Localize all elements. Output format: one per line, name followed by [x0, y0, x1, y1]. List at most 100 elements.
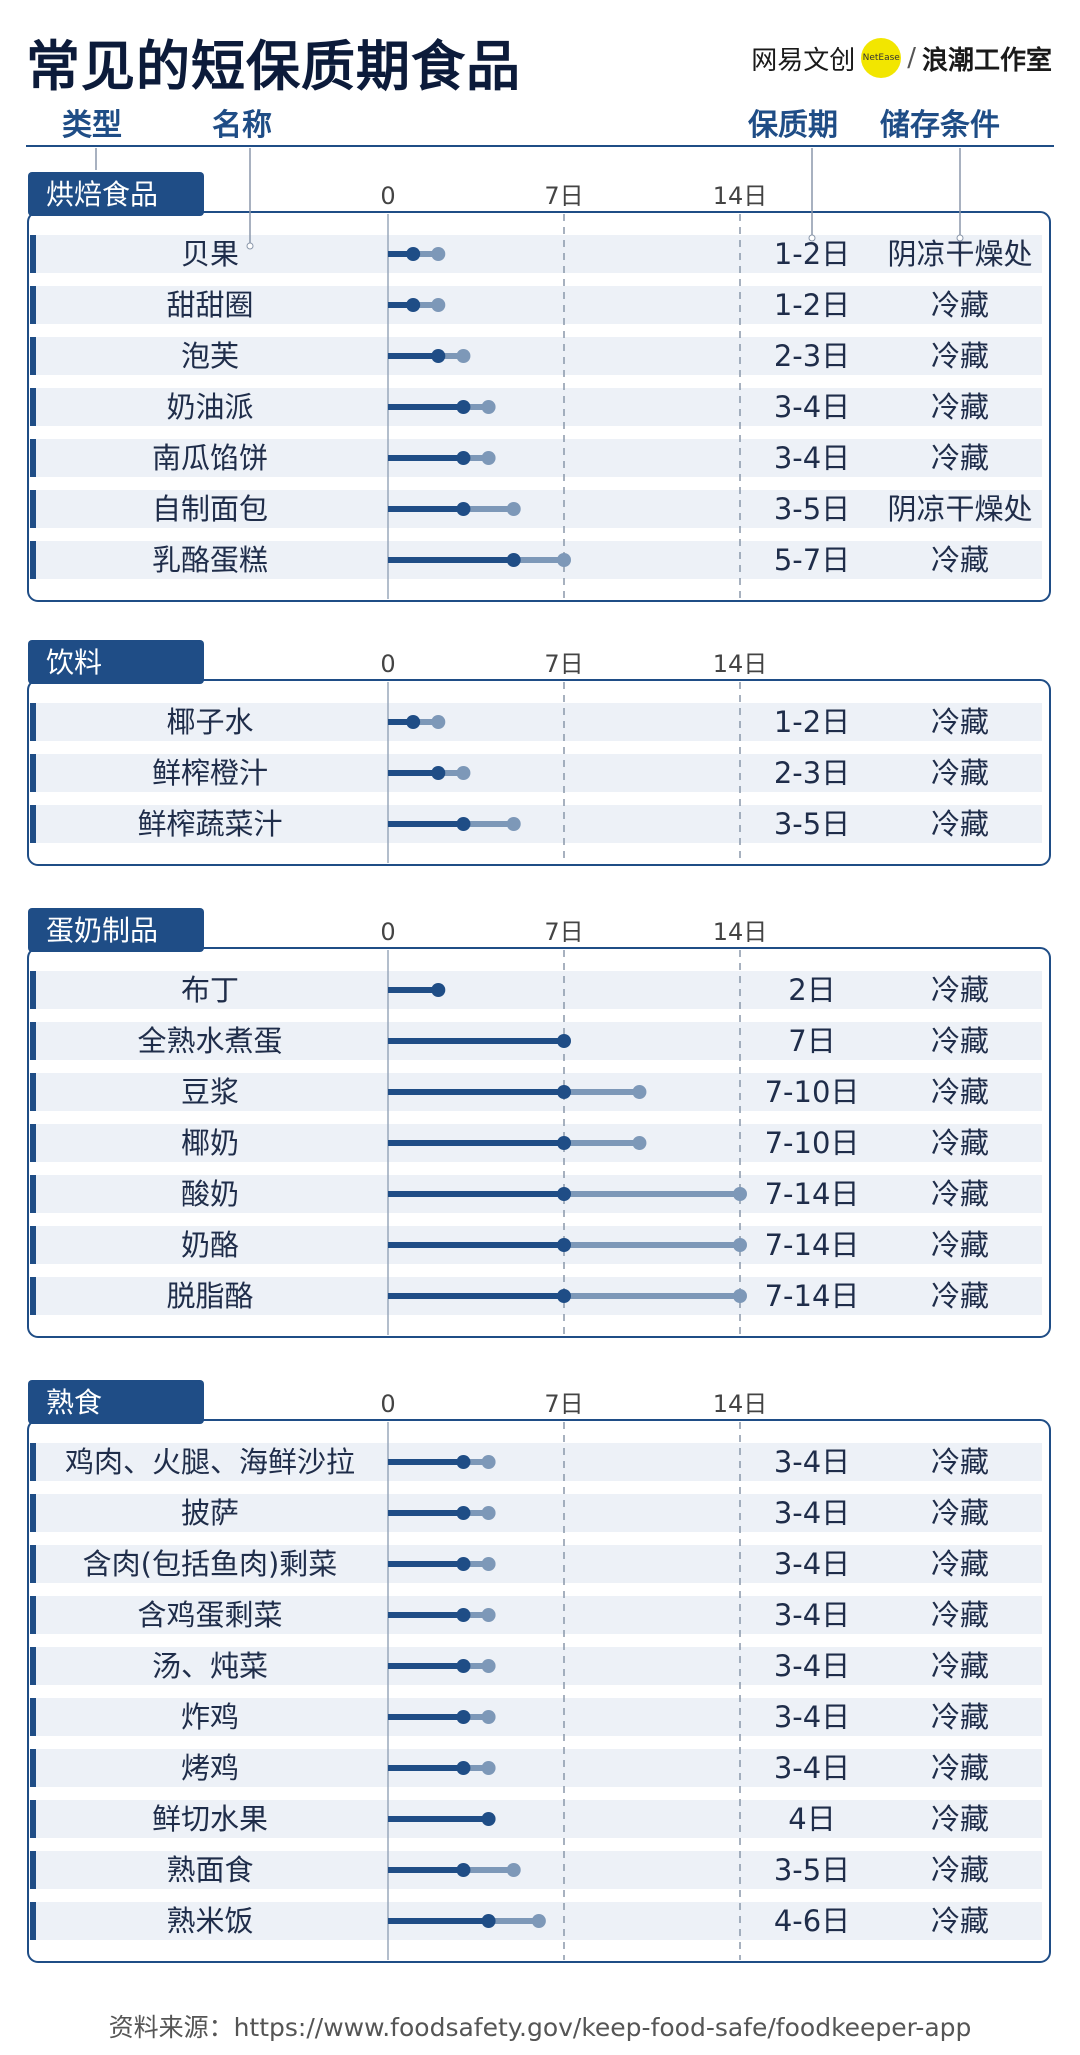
- category-tab: [28, 908, 204, 952]
- brand-logo: 网易文创 NetEase / 浪潮工作室: [751, 38, 1052, 78]
- storage-label: 冷藏: [931, 1075, 989, 1109]
- shelf-life-label: 3-4日: [774, 1649, 850, 1683]
- chart-title: 常见的短保质期食品: [26, 35, 521, 98]
- max-shelf-life-dot: [531, 1914, 546, 1928]
- header-pointer-name-dot: [246, 242, 254, 250]
- storage-label: 冷藏: [931, 1751, 989, 1785]
- storage-label: 冷藏: [931, 1853, 989, 1887]
- max-shelf-life-dot: [557, 553, 571, 567]
- row-marker: [30, 1698, 36, 1736]
- storage-label: 冷藏: [931, 756, 989, 790]
- food-name-label: 贝果: [181, 237, 239, 271]
- storage-label: 冷藏: [931, 973, 989, 1007]
- row-band: [36, 1800, 1042, 1838]
- min-shelf-life-dot: [406, 715, 421, 729]
- row-marker: [30, 1749, 36, 1787]
- storage-label: 阴凉干燥处: [887, 492, 1032, 526]
- column-header-type: 类型: [62, 108, 122, 143]
- food-name-label: 豆浆: [181, 1075, 239, 1109]
- max-shelf-life-dot: [481, 1557, 496, 1571]
- storage-label: 冷藏: [931, 1279, 989, 1313]
- storage-label: 冷藏: [931, 1024, 989, 1058]
- brand-studio-text: 浪潮工作室: [921, 45, 1052, 76]
- food-name-label: 全熟水煮蛋: [137, 1024, 282, 1058]
- storage-label: 冷藏: [931, 1177, 989, 1211]
- storage-label: 冷藏: [931, 288, 989, 322]
- row-marker: [30, 541, 36, 579]
- row-band: [36, 703, 1042, 741]
- row-band: [36, 805, 1042, 843]
- food-name-label: 含鸡蛋剩菜: [137, 1598, 282, 1632]
- row-band: [36, 388, 1042, 426]
- storage-label: 冷藏: [931, 1547, 989, 1581]
- max-shelf-life-dot: [481, 1659, 496, 1673]
- storage-label: 冷藏: [931, 543, 989, 577]
- storage-label: 冷藏: [931, 441, 989, 475]
- shelf-life-label: 1-2日: [774, 705, 850, 739]
- min-shelf-life-dot: [456, 1557, 471, 1571]
- axis-tick-label: 0: [380, 182, 395, 210]
- food-name-label: 鲜切水果: [152, 1802, 268, 1836]
- shelf-life-label: 3-5日: [774, 492, 850, 526]
- food-name-label: 椰奶: [181, 1126, 239, 1160]
- category-tab: [28, 1380, 204, 1424]
- axis-tick-label: 14日: [713, 1390, 768, 1418]
- axis-tick-label: 14日: [713, 182, 768, 210]
- storage-label: 冷藏: [931, 1126, 989, 1160]
- row-marker: [30, 388, 36, 426]
- category-tab-label: 熟食: [46, 1386, 102, 1419]
- shelf-life-label: 4-6日: [774, 1904, 850, 1938]
- storage-label: 阴凉干燥处: [887, 237, 1032, 271]
- row-band: [36, 754, 1042, 792]
- min-shelf-life-dot: [456, 502, 471, 516]
- max-shelf-life-dot: [481, 1506, 496, 1520]
- food-name-label: 酸奶: [181, 1177, 239, 1211]
- food-name-label: 乳酪蛋糕: [152, 543, 268, 577]
- row-marker: [30, 1647, 36, 1685]
- shelf-life-label: 3-4日: [774, 1445, 850, 1479]
- shelf-life-label: 3-4日: [774, 1496, 850, 1530]
- min-shelf-life-dot: [456, 1659, 471, 1673]
- storage-label: 冷藏: [931, 339, 989, 373]
- row-marker: [30, 703, 36, 741]
- min-shelf-life-dot: [456, 451, 471, 465]
- max-shelf-life-dot: [506, 502, 521, 516]
- row-marker: [30, 235, 36, 273]
- food-name-label: 鲜榨橙汁: [152, 756, 268, 790]
- storage-label: 冷藏: [931, 390, 989, 424]
- min-shelf-life-dot: [456, 1710, 471, 1724]
- min-shelf-life-dot: [431, 349, 446, 363]
- header-pointer-shelf-life-dot: [808, 234, 816, 242]
- food-name-label: 熟面食: [166, 1853, 253, 1887]
- category-tab-label: 饮料: [46, 646, 102, 679]
- storage-label: 冷藏: [931, 1228, 989, 1262]
- max-shelf-life-dot: [456, 349, 471, 363]
- min-shelf-life-dot: [431, 983, 446, 997]
- min-shelf-life-dot: [481, 1914, 496, 1928]
- shelf-life-label: 4日: [788, 1802, 835, 1836]
- axis-tick-label: 7日: [544, 650, 583, 678]
- max-shelf-life-dot: [431, 298, 446, 312]
- brand-separator: /: [907, 43, 916, 73]
- row-band: [36, 337, 1042, 375]
- max-shelf-life-dot: [481, 1608, 496, 1622]
- max-shelf-life-dot: [431, 715, 446, 729]
- header-divider: [26, 145, 1054, 147]
- min-shelf-life-dot: [456, 1608, 471, 1622]
- row-marker: [30, 754, 36, 792]
- food-name-label: 奶酪: [181, 1228, 239, 1262]
- row-marker: [30, 439, 36, 477]
- row-marker: [30, 1494, 36, 1532]
- min-shelf-life-dot: [456, 400, 471, 414]
- row-marker: [30, 1596, 36, 1634]
- max-shelf-life-dot: [481, 1455, 496, 1469]
- storage-label: 冷藏: [931, 705, 989, 739]
- axis-tick-label: 7日: [544, 918, 583, 946]
- max-shelf-life-dot: [481, 1710, 496, 1724]
- row-band: [36, 286, 1042, 324]
- row-band: [36, 490, 1042, 528]
- row-marker: [30, 1800, 36, 1838]
- row-band: [36, 1443, 1042, 1481]
- row-marker: [30, 805, 36, 843]
- row-marker: [30, 1545, 36, 1583]
